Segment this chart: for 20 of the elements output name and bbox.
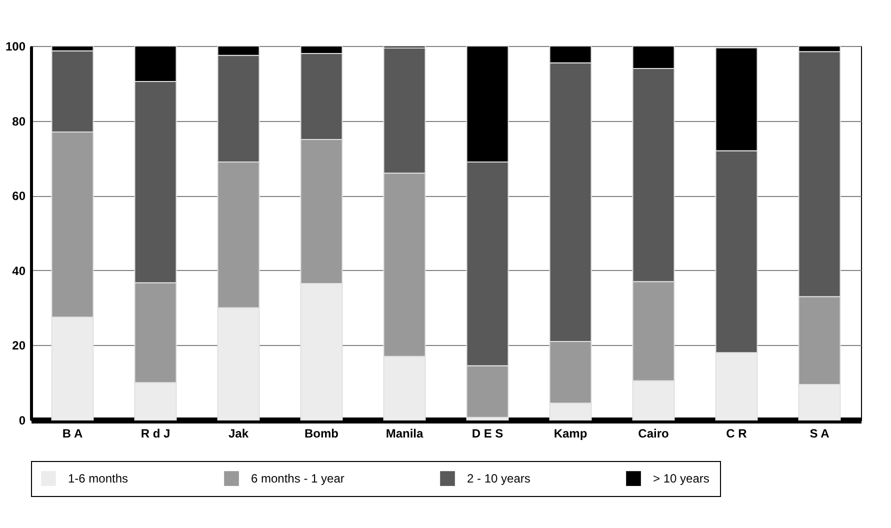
x-tick-label: Kamp xyxy=(554,426,588,440)
legend-label: 6 months - 1 year xyxy=(251,472,344,486)
x-tick-label: D E S xyxy=(472,426,504,440)
legend-label: 2 - 10 years xyxy=(467,472,530,486)
y-tick-label: 60 xyxy=(12,189,26,204)
y-tick-label: 40 xyxy=(12,264,26,278)
x-tick-label: Cairo xyxy=(638,426,669,440)
x-tick-label: S A xyxy=(810,426,830,440)
x-tick-label: B A xyxy=(62,426,83,440)
x-tick-label: R d J xyxy=(140,426,170,440)
x-tick-label: Bomb xyxy=(304,426,338,440)
x-tick-label: Manila xyxy=(386,426,424,440)
x-tick-label: Jak xyxy=(228,426,249,440)
x-tick-label: C R xyxy=(726,426,748,440)
legend-label: > 10 years xyxy=(653,472,710,486)
legend-label: 1-6 months xyxy=(68,472,128,486)
y-tick-label: 0 xyxy=(18,414,26,428)
y-tick-label: 20 xyxy=(12,338,26,353)
y-tick-label: 80 xyxy=(12,114,26,128)
y-tick-label: 100 xyxy=(5,40,26,54)
